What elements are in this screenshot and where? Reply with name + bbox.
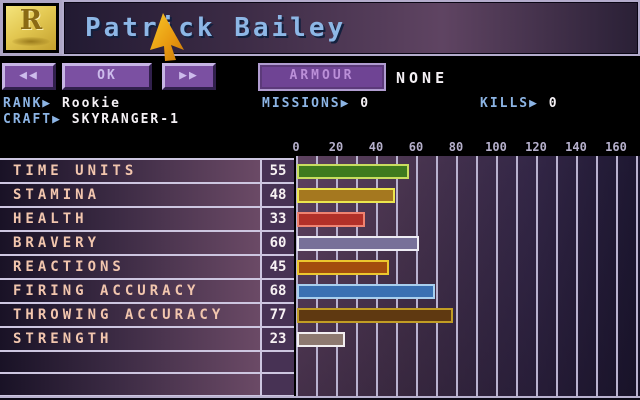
stat-row: BRAVERY 60 <box>0 230 294 254</box>
stat-label: TIME UNITS <box>0 160 260 182</box>
stat-bar-health <box>297 212 365 227</box>
stat-value: 23 <box>260 328 294 350</box>
stat-bar-strength <box>297 332 345 347</box>
soldier-name-field[interactable]: Patrick Bailey <box>85 13 347 43</box>
x-axis-tick: 160 <box>605 140 627 154</box>
craft-info: CRAFT▶ SKYRANGER-1 <box>3 112 180 127</box>
stat-row: HEALTH 33 <box>0 206 294 230</box>
stat-row: REACTIONS 45 <box>0 254 294 278</box>
bottom-divider <box>0 396 640 398</box>
stat-label: FIRING ACCURACY <box>0 280 260 302</box>
stat-value: 33 <box>260 208 294 230</box>
stat-label: BRAVERY <box>0 232 260 254</box>
stat-label: STAMINA <box>0 184 260 206</box>
stat-bar-reactions <box>297 260 389 275</box>
x-axis-tick: 140 <box>565 140 587 154</box>
rank-badge: R <box>0 0 62 56</box>
name-panel: Patrick Bailey <box>62 0 640 56</box>
x-axis-tick: 80 <box>448 140 464 154</box>
rank-badge-letter: R <box>19 5 43 36</box>
next-soldier-button[interactable]: ▶▶ <box>162 63 216 90</box>
x-axis-tick: 120 <box>525 140 547 154</box>
empty-row <box>0 350 294 372</box>
stat-row: STRENGTH 23 <box>0 326 294 350</box>
kills-label: KILLS▶ <box>480 96 539 111</box>
x-axis-tick: 0 <box>292 140 300 154</box>
stat-value: 55 <box>260 160 294 182</box>
stat-label: REACTIONS <box>0 256 260 278</box>
stat-value: 68 <box>260 280 294 302</box>
craft-label: CRAFT▶ <box>3 112 62 127</box>
rank-badge-emblem: R <box>6 6 56 50</box>
stat-bar-time-units <box>297 164 409 179</box>
kills-value: 0 <box>548 96 559 111</box>
x-axis-tick: 60 <box>408 140 424 154</box>
missions-info: MISSIONS▶ 0 <box>262 96 370 111</box>
kills-info: KILLS▶ 0 <box>480 96 559 111</box>
stat-bar-firing-accuracy <box>297 284 435 299</box>
stat-bar-throwing-accuracy <box>297 308 453 323</box>
stat-bar-bravery <box>297 236 419 251</box>
empty-row <box>0 372 294 397</box>
rank-badge-ornament <box>12 37 50 46</box>
missions-label: MISSIONS▶ <box>262 96 351 111</box>
mouse-cursor-icon <box>150 13 184 61</box>
stat-label: HEALTH <box>0 208 260 230</box>
stat-value: 60 <box>260 232 294 254</box>
craft-value: SKYRANGER-1 <box>71 112 180 127</box>
stat-bar-stamina <box>297 188 395 203</box>
ok-button[interactable]: OK <box>62 63 152 90</box>
rank-info: RANK▶ Rookie <box>3 96 121 111</box>
stat-value: 45 <box>260 256 294 278</box>
stat-value: 77 <box>260 304 294 326</box>
stat-value: 48 <box>260 184 294 206</box>
stat-row: STAMINA 48 <box>0 182 294 206</box>
stat-label: THROWING ACCURACY <box>0 304 260 326</box>
stat-row: THROWING ACCURACY 77 <box>0 302 294 326</box>
missions-value: 0 <box>360 96 371 111</box>
x-axis-tick: 20 <box>328 140 344 154</box>
armour-button[interactable]: ARMOUR <box>258 63 386 91</box>
armour-button-label: ARMOUR <box>262 67 382 87</box>
x-axis-tick: 40 <box>368 140 384 154</box>
armour-value: NONE <box>396 69 449 87</box>
stat-label: STRENGTH <box>0 328 260 350</box>
stats-table: TIME UNITS 55 STAMINA 48 HEALTH 33 BRAVE… <box>0 158 294 397</box>
previous-soldier-button[interactable]: ◀◀ <box>2 63 56 90</box>
stat-row: TIME UNITS 55 <box>0 158 294 182</box>
stat-row: FIRING ACCURACY 68 <box>0 278 294 302</box>
x-axis-tick: 100 <box>485 140 507 154</box>
rank-label: RANK▶ <box>3 96 53 111</box>
stats-bar-chart <box>296 156 640 397</box>
rank-value: Rookie <box>61 96 121 111</box>
